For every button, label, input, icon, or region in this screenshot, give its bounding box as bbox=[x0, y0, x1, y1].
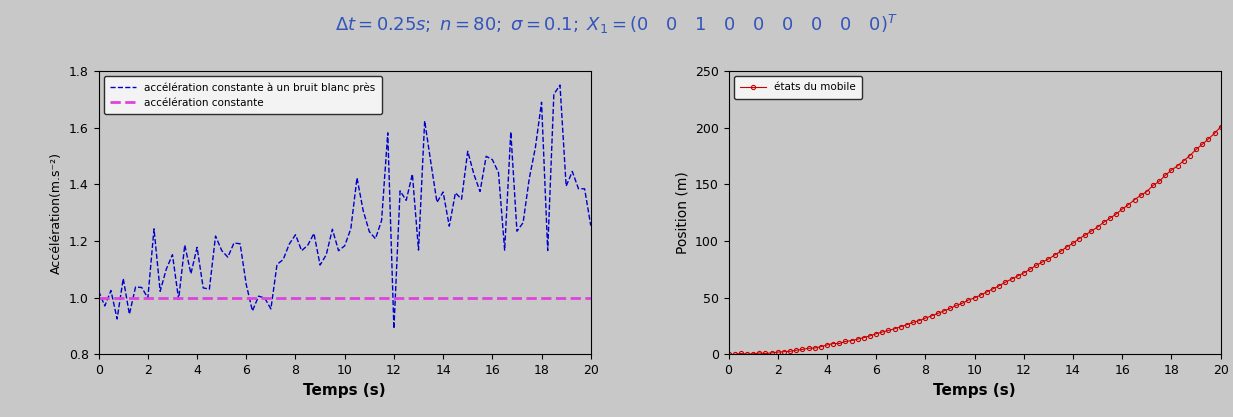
Line: états du mobile: états du mobile bbox=[726, 125, 1223, 357]
Y-axis label: Position (m): Position (m) bbox=[676, 171, 689, 254]
accélération constante à un bruit blanc près bbox=[497, 248, 512, 253]
accélération constante à un bruit blanc près bbox=[460, 149, 475, 154]
états du mobile bbox=[727, 352, 742, 357]
états du mobile bbox=[1034, 260, 1049, 265]
états du mobile bbox=[1090, 224, 1105, 229]
accélération constante bbox=[116, 295, 131, 300]
Line: accélération constante à un bruit blanc près: accélération constante à un bruit blanc … bbox=[99, 85, 591, 329]
accélération constante à un bruit blanc près bbox=[404, 172, 419, 177]
accélération constante à un bruit blanc près bbox=[386, 326, 401, 331]
états du mobile bbox=[1127, 197, 1142, 202]
Legend: états du mobile: états du mobile bbox=[734, 76, 862, 98]
accélération constante bbox=[91, 295, 106, 300]
accélération constante à un bruit blanc près bbox=[91, 289, 106, 294]
accélération constante à un bruit blanc près bbox=[540, 248, 555, 253]
états du mobile bbox=[1170, 163, 1185, 168]
Legend: accélération constante à un bruit blanc près, accélération constante: accélération constante à un bruit blanc … bbox=[104, 76, 382, 114]
états du mobile bbox=[721, 352, 736, 357]
états du mobile bbox=[1152, 179, 1166, 184]
accélération constante à un bruit blanc près bbox=[522, 176, 536, 181]
accélération constante à un bruit blanc près bbox=[583, 223, 598, 228]
Y-axis label: Accélération(m.s⁻²): Accélération(m.s⁻²) bbox=[51, 152, 63, 274]
accélération constante à un bruit blanc près bbox=[552, 83, 567, 88]
X-axis label: Temps (s): Temps (s) bbox=[303, 383, 386, 398]
états du mobile bbox=[997, 280, 1012, 285]
X-axis label: Temps (s): Temps (s) bbox=[933, 383, 1016, 398]
accélération constante à un bruit blanc près bbox=[363, 229, 377, 234]
Text: $\Delta t = 0.25s;\; n = 80;\; \sigma = 0.1;\; X_1 = (0 \quad 0 \quad 1 \quad 0 : $\Delta t = 0.25s;\; n = 80;\; \sigma = … bbox=[335, 13, 898, 35]
états du mobile bbox=[1213, 124, 1228, 129]
